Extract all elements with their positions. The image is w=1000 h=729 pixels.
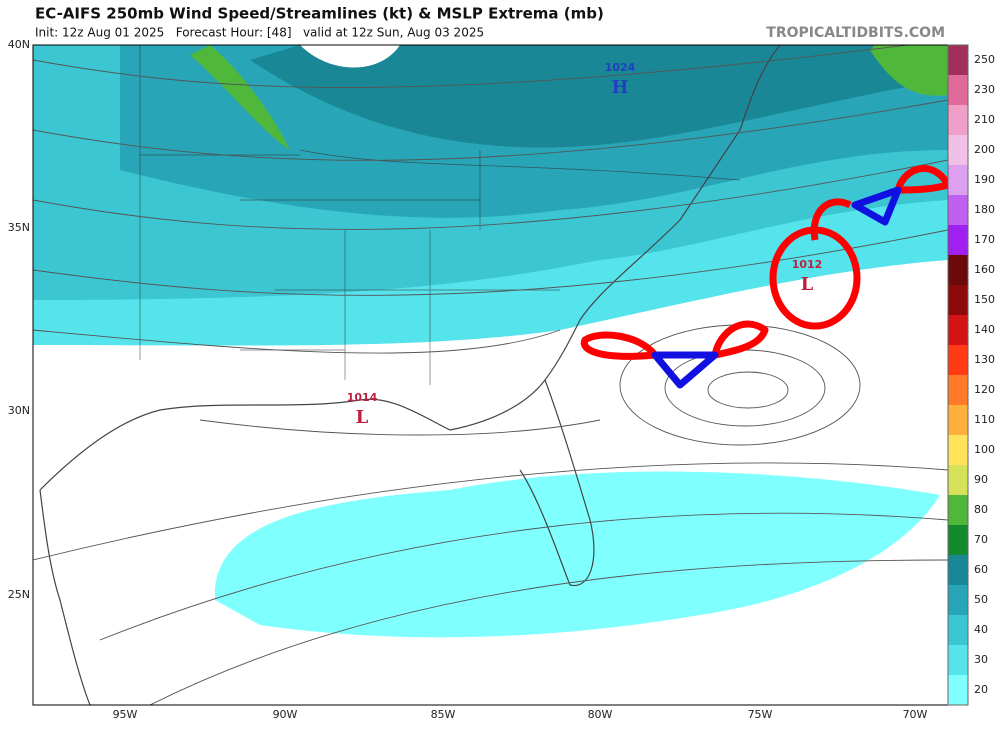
colorbar-label: 120 (974, 383, 995, 396)
colorbar-segment (948, 375, 968, 405)
lat-label: 35N (8, 221, 30, 234)
colorbar-label: 110 (974, 413, 995, 426)
colorbar-segment (948, 285, 968, 315)
lat-label: 25N (8, 588, 30, 601)
lon-labels: 95W 90W 85W 80W 75W 70W (113, 708, 928, 721)
colorbar-segment (948, 495, 968, 525)
colorbar-segment (948, 195, 968, 225)
colorbar-segment (948, 585, 968, 615)
colorbar-label: 30 (974, 653, 988, 666)
title: EC-AIFS 250mb Wind Speed/Streamlines (kt… (35, 5, 604, 23)
lat-label: 30N (8, 404, 30, 417)
colorbar-segment (948, 645, 968, 675)
pressure-type: L (801, 274, 814, 295)
front-triangles (651, 186, 902, 389)
streamlines (33, 45, 948, 705)
colorbar-label: 50 (974, 593, 988, 606)
colorbar-segment (948, 105, 968, 135)
colorbar-segment (948, 465, 968, 495)
colorbar-label: 230 (974, 83, 995, 96)
lon-label: 75W (748, 708, 773, 721)
colorbar-segment (948, 675, 968, 705)
colorbar-label: 150 (974, 293, 995, 306)
colorbar-segment (948, 45, 968, 75)
colorbar-label: 40 (974, 623, 988, 636)
colorbar-label: 20 (974, 683, 988, 696)
colorbar-segment (948, 345, 968, 375)
colorbar-frame (947, 44, 969, 706)
colorbar-segment (948, 75, 968, 105)
colorbar-label: 190 (974, 173, 995, 186)
front-lobes (580, 165, 948, 360)
lon-label: 90W (273, 708, 298, 721)
colorbar-label: 200 (974, 143, 995, 156)
lon-label: 80W (588, 708, 613, 721)
colorbar-label: 160 (974, 263, 995, 276)
colorbar-segment (948, 255, 968, 285)
pressure-value: 1014 (347, 391, 378, 404)
colorbar-segment (948, 555, 968, 585)
colorbar-segment (948, 435, 968, 465)
colorbar-label: 70 (974, 533, 988, 546)
colorbar: 20 30 40 50 60 70 80 90 100 110 120 130 140 150 160 170… (947, 44, 995, 706)
colorbar-label: 250 (974, 53, 995, 66)
pressure-labels: 1024 H 1014 L 1012 L (347, 61, 823, 428)
colorbar-label: 90 (974, 473, 988, 486)
lat-label: 40N (8, 38, 30, 51)
colorbar-segment (948, 225, 968, 255)
lon-label: 70W (903, 708, 928, 721)
colorbar-label: 80 (974, 503, 988, 516)
lon-label: 95W (113, 708, 138, 721)
colorbar-label: 130 (974, 353, 995, 366)
colorbar-label: 60 (974, 563, 988, 576)
colorbar-segment (948, 525, 968, 555)
colorbar-segment (948, 615, 968, 645)
pressure-type: L (356, 407, 369, 428)
colorbar-segment (948, 405, 968, 435)
colorbar-label: 180 (974, 203, 995, 216)
pressure-type: H (611, 77, 628, 98)
lon-label: 85W (431, 708, 456, 721)
colorbar-label: 210 (974, 113, 995, 126)
site-credit: TROPICALTIDBITS.COM (766, 25, 945, 41)
pressure-value: 1012 (792, 258, 823, 271)
lat-labels: 40N 35N 30N 25N (8, 38, 30, 601)
colorbar-segment (948, 135, 968, 165)
pressure-value: 1024 (605, 61, 636, 74)
colorbar-label: 170 (974, 233, 995, 246)
colorbar-segment (948, 315, 968, 345)
subtitle: Init: 12z Aug 01 2025 Forecast Hour: [48… (35, 26, 484, 40)
map (32, 44, 949, 706)
colorbar-label: 100 (974, 443, 995, 456)
colorbar-segment (948, 165, 968, 195)
colorbar-label: 140 (974, 323, 995, 336)
coastline (39, 45, 781, 705)
